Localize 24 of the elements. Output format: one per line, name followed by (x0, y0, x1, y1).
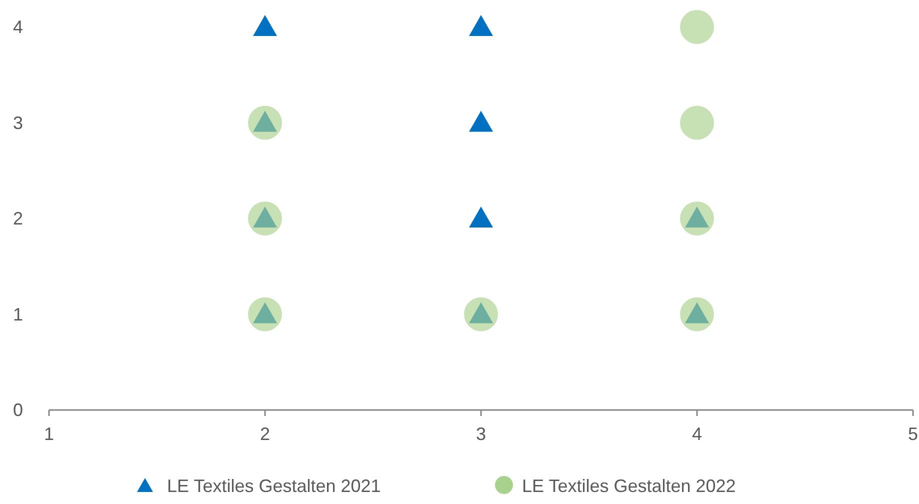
y-tick-label: 0 (12, 400, 23, 420)
point (680, 297, 714, 332)
point (469, 15, 493, 36)
y-tick-label: 4 (12, 17, 23, 37)
point (248, 202, 282, 236)
legend-label: LE Textiles Gestalten 2022 (522, 476, 736, 496)
x-tick-label: 4 (692, 424, 702, 444)
point (469, 206, 493, 228)
point (680, 106, 714, 140)
y-tick-label: 2 (12, 208, 23, 228)
point (248, 297, 282, 332)
x-tick-label: 5 (908, 424, 918, 444)
point (253, 15, 277, 36)
legend-label: LE Textiles Gestalten 2021 (167, 476, 381, 496)
y-tick-label: 1 (12, 304, 23, 324)
point (248, 106, 282, 140)
x-tick-label: 1 (44, 424, 54, 444)
x-tick-label: 3 (476, 424, 486, 444)
y-tick-label: 3 (12, 112, 23, 133)
point (680, 202, 714, 236)
x-tick-label: 2 (260, 424, 270, 444)
point (680, 10, 714, 44)
point (469, 110, 493, 132)
point (464, 297, 498, 332)
